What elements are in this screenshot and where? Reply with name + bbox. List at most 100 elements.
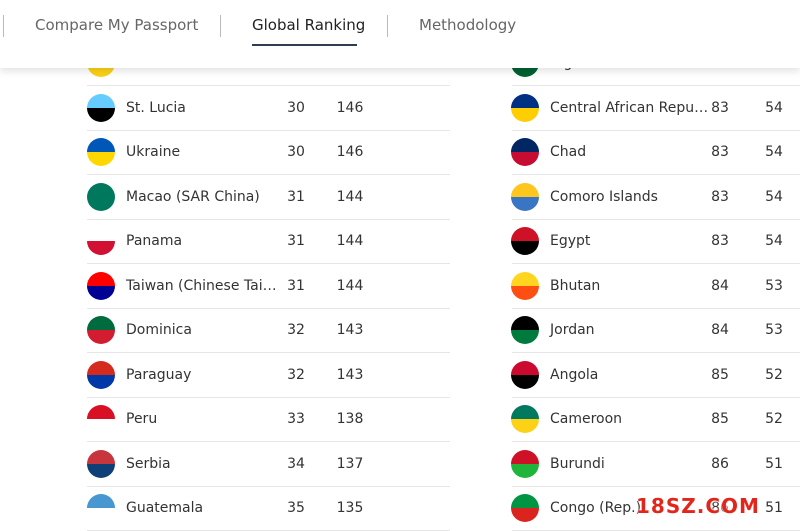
row-divider: [87, 396, 450, 398]
row-divider: [87, 352, 450, 353]
flag-icon: [87, 405, 115, 433]
row-divider: [87, 307, 450, 309]
flag-icon: [87, 227, 115, 255]
score: 144: [336, 233, 364, 249]
country-name: Chad: [550, 144, 587, 160]
rank: 83: [711, 233, 729, 249]
tab[interactable]: Compare My Passport: [35, 16, 199, 34]
tab-underline: [252, 44, 357, 46]
country-name: Bhutan: [550, 277, 601, 294]
rank: 31: [287, 233, 305, 249]
row-divider: [87, 441, 450, 442]
rank: 33: [287, 411, 305, 427]
rank: 83: [711, 144, 729, 160]
row-divider: [512, 307, 800, 309]
row-divider: [87, 85, 450, 86]
score: 146: [336, 99, 364, 116]
country-name: Panama: [126, 233, 183, 249]
flag-icon: [511, 449, 539, 478]
flag-icon: [87, 182, 115, 211]
flag-icon: [87, 360, 115, 389]
row-divider: [512, 263, 800, 264]
rank: 31: [287, 188, 305, 205]
row-divider: [512, 396, 800, 398]
flag-icon: [87, 271, 115, 300]
flag-icon: [511, 138, 539, 166]
flag-icon: [87, 93, 115, 122]
country-name: Egypt: [550, 233, 591, 249]
country-name: Comoro Islands: [550, 188, 658, 205]
score: 51: [765, 455, 783, 472]
rank: 34: [287, 455, 305, 472]
watermark: 18SZ.COM: [636, 494, 760, 518]
row-divider: [512, 352, 800, 353]
country-name: Paraguay: [126, 366, 192, 383]
tab-active[interactable]: Global Ranking: [252, 16, 366, 34]
country-name: Serbia: [126, 455, 171, 472]
country-name: Central African Repu…: [550, 99, 709, 116]
score: 54: [765, 233, 783, 249]
country-name: St. Lucia: [126, 99, 186, 116]
row-divider: [87, 174, 450, 175]
country-name: Jordan: [550, 322, 595, 338]
flag-icon: [511, 360, 539, 389]
rank: 35: [287, 500, 305, 516]
rank: 30: [287, 144, 305, 160]
country-name: Macao (SAR China): [126, 188, 260, 205]
flag-icon: [511, 316, 539, 344]
rank: 86: [711, 455, 729, 472]
country-name: Taiwan (Chinese Tai…: [126, 277, 277, 294]
flag-icon: [511, 271, 539, 300]
tab-divider: [3, 15, 4, 37]
rank: 30: [287, 99, 305, 116]
score: 138: [336, 411, 364, 427]
rank: 83: [711, 99, 729, 116]
country-name: Dominica: [126, 322, 192, 338]
score: 53: [765, 322, 783, 338]
row-divider: [87, 485, 450, 487]
score: 135: [336, 500, 364, 516]
score: 137: [336, 455, 364, 472]
score: 54: [765, 99, 783, 116]
score: 52: [765, 411, 783, 427]
score: 53: [765, 277, 783, 294]
flag-icon: [511, 405, 539, 433]
flag-icon: [511, 182, 539, 211]
rank: 85: [711, 411, 729, 427]
country-name: Cameroon: [550, 411, 623, 427]
row-divider: [87, 218, 450, 220]
row-divider: [512, 485, 800, 487]
score: 54: [765, 144, 783, 160]
score: 52: [765, 366, 783, 383]
rank: 83: [711, 188, 729, 205]
score: 51: [765, 500, 783, 516]
flag-icon: [87, 449, 115, 478]
flag-icon: [87, 316, 115, 344]
tab[interactable]: Methodology: [419, 16, 517, 34]
row-divider: [87, 129, 450, 131]
nav-bar: Compare My Passport Global Ranking Metho…: [0, 0, 800, 68]
score: 143: [336, 366, 364, 383]
score: 144: [336, 188, 364, 205]
row-divider: [512, 218, 800, 220]
rank: 32: [287, 322, 305, 338]
flag-icon: [87, 494, 115, 522]
score: 144: [336, 277, 364, 294]
country-name: Congo (Rep.): [550, 500, 642, 516]
rank: 85: [711, 366, 729, 383]
country-name: Burundi: [550, 455, 605, 472]
country-name: Guatemala: [126, 500, 204, 516]
flag-icon: [511, 227, 539, 255]
flag-icon: [511, 93, 539, 122]
rank: 84: [711, 322, 729, 338]
score: 143: [336, 322, 364, 338]
country-name: Angola: [550, 366, 599, 383]
row-divider: [512, 441, 800, 442]
rank: 31: [287, 277, 305, 294]
rank: 32: [287, 366, 305, 383]
row-divider: [512, 174, 800, 175]
row-divider: [512, 129, 800, 131]
row-divider: [512, 85, 800, 86]
tab-divider: [220, 15, 221, 37]
